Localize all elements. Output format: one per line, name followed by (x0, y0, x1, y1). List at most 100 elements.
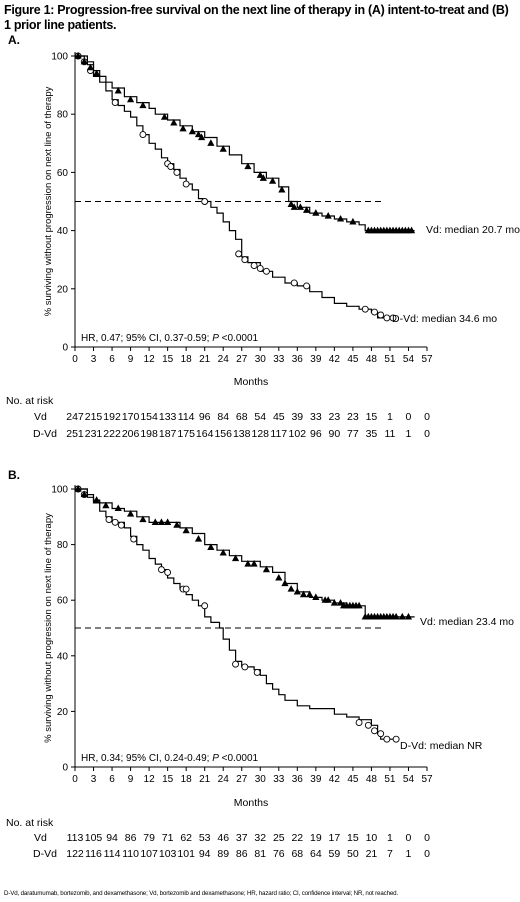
x-tick-label: 57 (421, 774, 433, 785)
censor-mark (355, 719, 363, 726)
censor-mark (74, 52, 82, 59)
censor-mark (244, 162, 252, 170)
at-risk-count: 23 (329, 411, 341, 423)
at-risk-count: 79 (143, 832, 155, 844)
censor-mark (167, 163, 175, 171)
censor-mark (232, 660, 240, 668)
censor-mark (160, 113, 169, 120)
censor-mark (105, 516, 113, 524)
y-tick-label: 20 (57, 284, 69, 295)
at-risk-count: 45 (273, 411, 285, 423)
censor-mark (219, 145, 227, 152)
x-tick-label: 36 (292, 354, 304, 365)
at-risk-count: 86 (236, 848, 248, 860)
censor-mark (241, 256, 249, 264)
y-tick-label: 60 (57, 168, 69, 179)
at-risk-count: 215 (85, 411, 103, 423)
y-tick-label: 20 (57, 707, 69, 718)
at-risk-count: 110 (122, 848, 139, 860)
x-tick-label: 12 (144, 354, 156, 365)
at-risk-count: 138 (233, 428, 251, 440)
x-tick-label: 18 (181, 774, 193, 785)
at-risk-count: 154 (140, 411, 158, 423)
censor-mark (306, 590, 314, 598)
at-risk-title: No. at risk (6, 395, 54, 407)
censor-mark (194, 535, 203, 542)
x-tick-label: 6 (109, 354, 115, 365)
censor-mark (383, 735, 391, 743)
at-risk-count: 22 (291, 832, 303, 844)
panel-label: B. (8, 468, 20, 482)
censor-mark (157, 518, 166, 525)
at-risk-count: 64 (310, 848, 322, 860)
at-risk-count: 117 (270, 428, 287, 440)
x-tick-label: 12 (144, 774, 156, 785)
y-tick-label: 80 (57, 110, 69, 121)
x-tick-label: 45 (347, 354, 359, 365)
x-tick-label: 15 (162, 354, 174, 365)
censor-mark (117, 521, 125, 529)
at-risk-count: 33 (310, 411, 322, 423)
censor-mark (102, 501, 110, 509)
censor-mark (389, 314, 397, 322)
censor-mark (278, 185, 286, 193)
at-risk-count: 251 (66, 428, 84, 440)
censor-mark (290, 279, 298, 287)
y-tick-label: 80 (57, 540, 69, 551)
at-risk-count: 23 (347, 411, 359, 423)
y-axis-label: % surviving without progression on next … (43, 513, 54, 743)
at-risk-count: 35 (366, 428, 378, 440)
at-risk-count: 94 (106, 832, 118, 844)
censor-mark (231, 554, 240, 562)
censor-mark (111, 518, 119, 526)
censor-mark (312, 593, 320, 601)
censor-mark (197, 133, 206, 141)
at-risk-count: 1 (406, 428, 412, 440)
censor-mark (336, 598, 345, 606)
x-axis-label: Months (234, 376, 268, 388)
x-tick-label: 24 (218, 774, 230, 785)
censor-mark (139, 131, 147, 139)
censor-mark (250, 560, 258, 567)
at-risk-count: 7 (387, 848, 393, 860)
figure-footnote: D-Vd, daratumumab, bortezomib, and dexam… (4, 890, 399, 897)
censor-mark (336, 214, 345, 222)
censor-mark (392, 735, 400, 743)
censor-mark (139, 515, 147, 523)
y-axis-label: % surviving without progression on next … (43, 86, 54, 316)
at-risk-count: 19 (310, 832, 322, 844)
at-risk-count: 46 (217, 832, 229, 844)
at-risk-count: 0 (424, 428, 430, 440)
censor-mark (355, 601, 363, 609)
x-tick-label: 27 (236, 354, 248, 365)
censor-mark (164, 518, 172, 525)
censor-mark (324, 212, 332, 219)
km-curve (75, 488, 397, 740)
censor-mark (173, 521, 181, 528)
censor-mark (114, 86, 122, 94)
at-risk-count: 107 (140, 848, 158, 860)
censor-mark (330, 598, 338, 606)
censor-mark (256, 171, 264, 178)
censor-mark (256, 264, 264, 272)
at-risk-count: 0 (406, 411, 412, 423)
censor-mark (312, 209, 320, 216)
censor-mark (182, 180, 190, 188)
censor-mark (404, 612, 413, 620)
y-tick-label: 40 (57, 651, 69, 662)
at-risk-count: 175 (177, 428, 195, 440)
at-risk-count: 21 (366, 848, 378, 860)
panel-label: A. (8, 33, 20, 47)
at-risk-count: 54 (254, 411, 266, 423)
series-vd: Vd: median 23.4 mo (74, 485, 514, 743)
censor-mark (93, 69, 101, 77)
at-risk-count: 90 (329, 428, 341, 440)
censor-mark (293, 587, 301, 595)
censor-mark (259, 174, 267, 181)
at-risk-count: 17 (329, 832, 341, 844)
series-median-label: D-Vd: median NR (400, 740, 483, 752)
x-tick-label: 57 (421, 354, 433, 365)
at-risk-count: 122 (66, 848, 84, 860)
at-risk-count: 86 (125, 832, 137, 844)
censor-mark (377, 311, 385, 319)
